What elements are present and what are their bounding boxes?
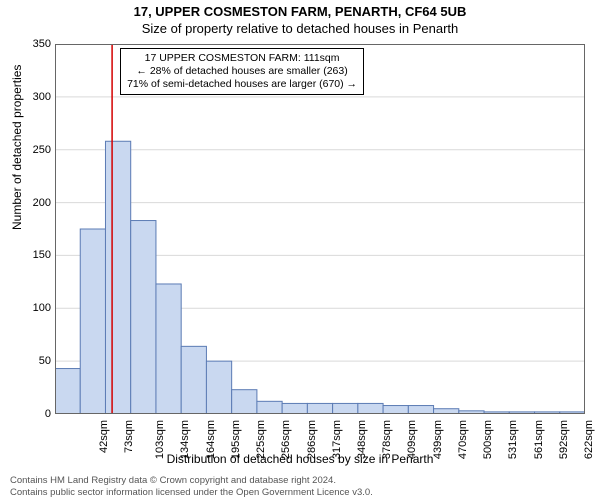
y-tick-label: 200 [33, 197, 51, 209]
annotation-line: ← 28% of detached houses are smaller (26… [127, 65, 357, 78]
y-tick-label: 50 [39, 355, 51, 367]
x-tick-label: 73sqm [123, 420, 135, 453]
annotation-line: 71% of semi-detached houses are larger (… [127, 78, 357, 91]
histogram-bar [156, 284, 181, 414]
histogram-bar [257, 401, 282, 414]
histogram-bar [282, 403, 307, 414]
histogram-bar [105, 141, 130, 414]
y-tick-label: 150 [33, 249, 51, 261]
histogram-bar [232, 390, 257, 414]
histogram-plot [55, 44, 585, 414]
x-axis-label: Distribution of detached houses by size … [0, 452, 600, 466]
annotation-box: 17 UPPER COSMESTON FARM: 111sqm ← 28% of… [120, 48, 364, 95]
credits: Contains HM Land Registry data © Crown c… [10, 475, 373, 498]
histogram-bar [383, 406, 408, 414]
y-tick-label: 250 [33, 144, 51, 156]
histogram-bar [131, 221, 156, 414]
histogram-bar [333, 403, 358, 414]
histogram-bar [408, 406, 433, 414]
chart-area: 17 UPPER COSMESTON FARM: 111sqm ← 28% of… [55, 44, 585, 414]
credits-line: Contains HM Land Registry data © Crown c… [10, 475, 373, 486]
credits-line: Contains public sector information licen… [10, 487, 373, 498]
y-tick-label: 300 [33, 91, 51, 103]
chart-title-main: 17, UPPER COSMESTON FARM, PENARTH, CF64 … [0, 0, 600, 19]
y-tick-label: 350 [33, 38, 51, 50]
y-tick-label: 0 [45, 408, 51, 420]
histogram-bar [55, 369, 80, 414]
histogram-bar [307, 403, 332, 414]
histogram-bar [358, 403, 383, 414]
y-tick-label: 100 [33, 302, 51, 314]
histogram-bar [206, 361, 231, 414]
chart-title-sub: Size of property relative to detached ho… [0, 19, 600, 36]
histogram-bar [80, 229, 105, 414]
y-axis-label: Number of detached properties [10, 65, 24, 230]
histogram-bar [181, 346, 206, 414]
annotation-line: 17 UPPER COSMESTON FARM: 111sqm [127, 52, 357, 65]
x-tick-label: 42sqm [98, 420, 110, 453]
